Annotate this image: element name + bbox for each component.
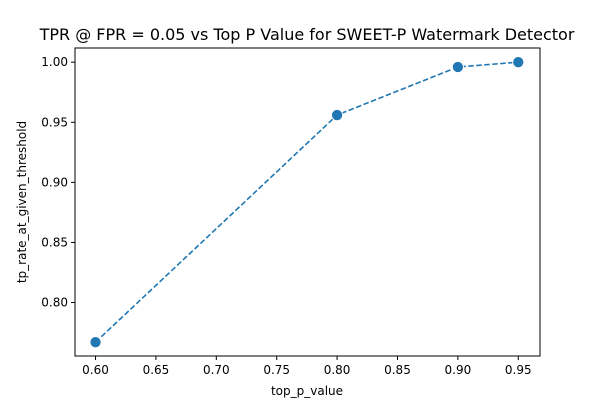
- y-tick-label: 1.00: [41, 55, 68, 69]
- data-point: [89, 336, 102, 349]
- y-tick-label: 0.95: [41, 115, 68, 129]
- data-point: [451, 60, 464, 74]
- y-tick-label: 0.90: [41, 175, 68, 189]
- x-tick-label: 0.85: [384, 363, 411, 377]
- y-tick-label: 0.85: [41, 235, 68, 249]
- data-point: [512, 56, 525, 69]
- x-tick-label: 0.75: [263, 363, 290, 377]
- y-axis: 0.80 0.85 0.90 0.95 1.00: [41, 55, 75, 310]
- x-axis: 0.60 0.65 0.70 0.75 0.80 0.85 0.90 0.95: [82, 356, 532, 377]
- x-tick-label: 0.60: [82, 363, 109, 377]
- x-tick-label: 0.90: [445, 363, 472, 377]
- x-tick-label: 0.95: [505, 363, 532, 377]
- x-tick-label: 0.70: [203, 363, 230, 377]
- x-tick-label: 0.80: [324, 363, 351, 377]
- y-tick-label: 0.80: [41, 296, 68, 310]
- y-axis-label: tp_rate_at_given_threshold: [15, 121, 29, 283]
- data-point: [331, 109, 344, 122]
- x-axis-label: top_p_value: [271, 384, 343, 398]
- series-line: [94, 61, 519, 343]
- chart-title: TPR @ FPR = 0.05 vs Top P Value for SWEE…: [39, 25, 575, 44]
- x-tick-label: 0.65: [143, 363, 170, 377]
- plot-area: [89, 56, 525, 349]
- plot-frame: [74, 47, 541, 357]
